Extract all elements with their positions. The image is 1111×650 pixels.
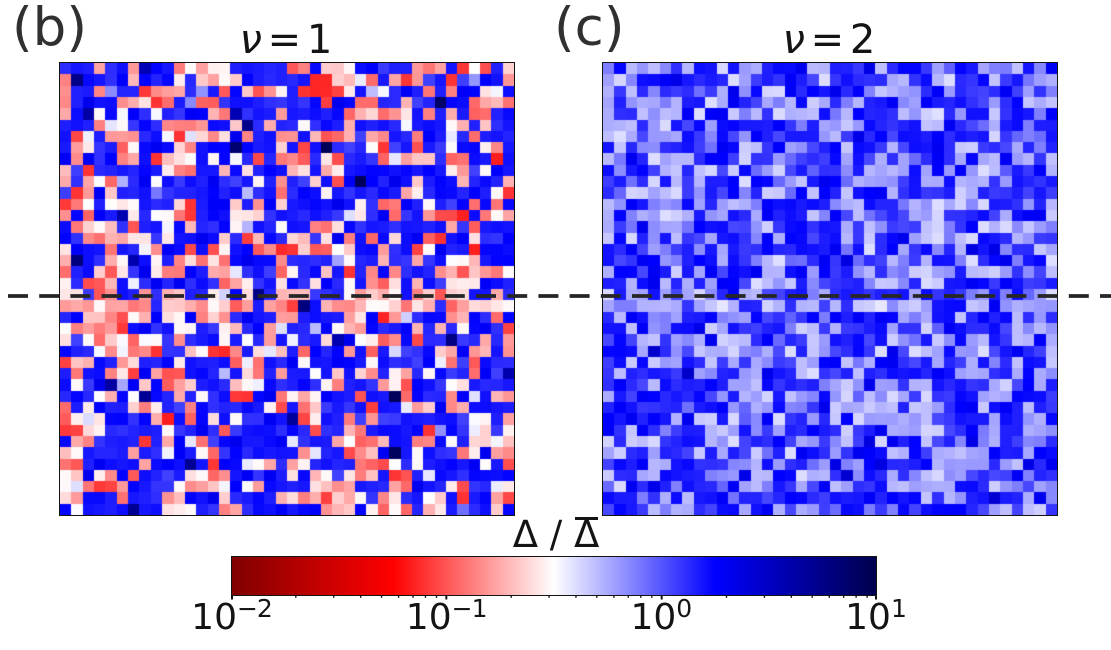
tick-base: 10	[405, 597, 452, 638]
colorbar-tick-label-1e-1: 10−1	[405, 596, 488, 638]
panel-b-title: ν = 1	[59, 20, 513, 60]
tick-exponent: −1	[451, 594, 488, 623]
panel-b-label: (b)	[12, 0, 87, 58]
tick-exponent: −2	[236, 594, 273, 623]
tick-exponent: 0	[676, 594, 692, 623]
label-slash: /	[538, 513, 574, 556]
delta-bar-symbol: Δ	[574, 513, 600, 556]
delta-symbol: Δ	[512, 513, 538, 556]
panel-c-label: (c)	[554, 0, 625, 58]
colorbar-label: Δ / Δ	[456, 516, 656, 553]
tick-base: 10	[191, 597, 237, 638]
colorbar-ticks	[231, 595, 877, 600]
colorbar-tick-label-1e0: 100	[630, 596, 692, 638]
colorbar-tick-label-1e-2: 10−2	[191, 596, 273, 638]
colorbar	[231, 556, 877, 596]
heatmap-nu2-canvas	[603, 63, 1057, 515]
title-value: 2	[849, 17, 876, 63]
tick-base: 10	[630, 597, 677, 638]
panel-c-title: ν = 2	[602, 20, 1056, 60]
title-equals: =	[261, 17, 307, 63]
title-equals: =	[804, 17, 850, 63]
tick-base: 10	[845, 597, 891, 638]
title-value: 1	[306, 17, 333, 63]
tick-exponent: 1	[890, 594, 907, 623]
heatmap-panel-nu1	[59, 62, 515, 516]
heatmap-nu1-canvas	[60, 63, 514, 515]
overline	[575, 516, 599, 520]
colorbar-tick-label-1e1: 101	[845, 596, 907, 638]
heatmap-panel-nu2	[602, 62, 1058, 516]
nu-symbol: ν	[782, 17, 805, 63]
nu-symbol: ν	[239, 17, 262, 63]
